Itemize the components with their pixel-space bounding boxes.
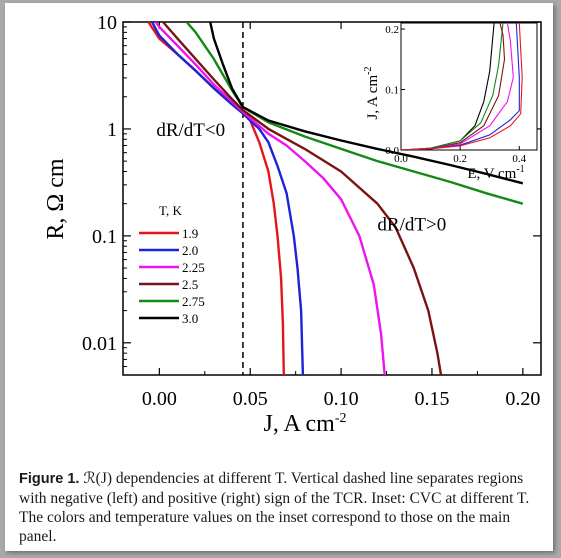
series-line-2.25 (154, 22, 386, 375)
inset-x-tick-label: 0.4 (512, 153, 526, 165)
legend-label: 2.25 (182, 260, 205, 275)
inset-y-tick-label: 0.1 (385, 85, 399, 97)
caption-text: ℛ(J) dependencies at different T. Vertic… (19, 470, 530, 545)
annotation-negative-tcr: dR/dT<0 (156, 120, 225, 141)
main-tick-labels: 0.00 0.05 0.10 0.15 0.20 0.01 0.1 1 10 (82, 12, 540, 410)
series-line-3.0 (209, 22, 524, 185)
inset-x-axis-label: E, V cm-1 (467, 164, 524, 182)
x-tick-label: 0.10 (324, 388, 359, 410)
inset-series-group (401, 23, 523, 150)
figure-card: 0.00 0.05 0.10 0.15 0.20 0.01 0.1 1 10 R, Ω cm J… (5, 3, 553, 551)
legend: T, K 1.9 2.0 2.25 2.5 2.75 3.0 (139, 203, 205, 326)
x-tick-label: 0.15 (414, 388, 449, 410)
legend-label: 2.0 (182, 243, 198, 258)
caption-label: Figure 1. (19, 471, 80, 487)
series-line-2.5 (162, 22, 443, 375)
legend-label: 1.9 (182, 226, 198, 241)
y-tick-label: 0.01 (82, 333, 117, 355)
legend-label: 2.75 (182, 294, 205, 309)
inset-y-tick-label: 0.2 (385, 24, 399, 36)
inset-x-tick-label: 0.0 (394, 153, 408, 165)
y-tick-label: 0.1 (92, 226, 117, 248)
main-axis-ticks (123, 21, 541, 376)
annotation-positive-tcr: dR/dT>0 (377, 215, 446, 236)
inset-x-tick-label: 0.2 (453, 153, 467, 165)
legend-title: T, K (159, 203, 182, 218)
figure-svg: 0.00 0.05 0.10 0.15 0.20 0.01 0.1 1 10 R, Ω cm J… (43, 12, 542, 437)
legend-label: 3.0 (182, 311, 198, 326)
y-tick-label: 1 (107, 119, 117, 141)
inset-series-line-5 (401, 23, 523, 150)
main-series-group (147, 22, 524, 375)
inset-y-axis-label: J, A cm-2 (363, 67, 381, 120)
y-axis-label: R, Ω cm (43, 158, 69, 239)
x-tick-label: 0.20 (505, 388, 540, 410)
x-axis-label: J, A cm-2 (263, 411, 346, 437)
x-tick-label: 0.00 (142, 388, 177, 410)
inset-series-line-1 (401, 23, 504, 150)
inset-frame (400, 22, 538, 151)
inset-y-tick-label: 0.0 (385, 145, 399, 157)
series-line-2.0 (151, 22, 305, 375)
y-tick-label: 10 (97, 12, 117, 34)
series-line-2.75 (185, 22, 524, 205)
figure-caption: Figure 1. ℛ(J) dependencies at different… (19, 469, 549, 546)
inset-tick-labels: 0.0 0.2 0.4 0.0 0.1 0.2 (385, 24, 526, 165)
legend-label: 2.5 (182, 277, 198, 292)
x-tick-label: 0.05 (233, 388, 268, 410)
